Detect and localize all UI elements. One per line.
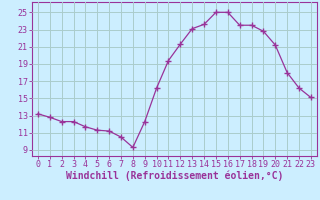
X-axis label: Windchill (Refroidissement éolien,°C): Windchill (Refroidissement éolien,°C) xyxy=(66,171,283,181)
